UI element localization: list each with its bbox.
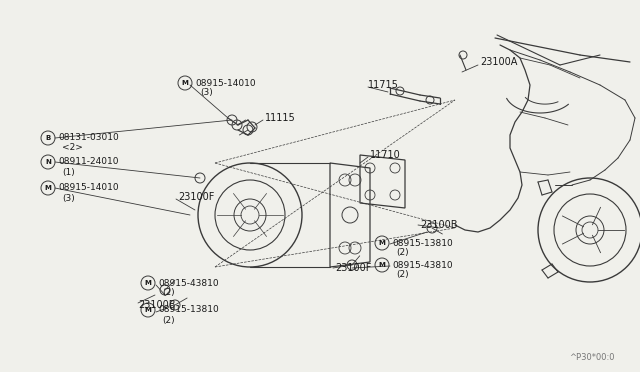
- Text: 23100A: 23100A: [480, 57, 517, 67]
- Text: M: M: [145, 280, 152, 286]
- Text: 23100F: 23100F: [178, 192, 214, 202]
- Text: 08915-13810: 08915-13810: [158, 305, 219, 314]
- Text: (3): (3): [62, 193, 75, 202]
- Text: 08915-14010: 08915-14010: [58, 183, 118, 192]
- Text: N: N: [45, 159, 51, 165]
- Text: ^P30*00:0: ^P30*00:0: [570, 353, 615, 362]
- Text: M: M: [379, 240, 385, 246]
- Text: M: M: [45, 185, 51, 191]
- Text: 23100F: 23100F: [335, 263, 371, 273]
- Text: M: M: [379, 262, 385, 268]
- Text: (2): (2): [162, 289, 175, 298]
- Text: 11710: 11710: [370, 150, 401, 160]
- Text: 08915-43810: 08915-43810: [392, 260, 452, 269]
- Text: B: B: [45, 135, 51, 141]
- Text: (2): (2): [396, 248, 408, 257]
- Text: <2>: <2>: [62, 144, 83, 153]
- Text: M: M: [145, 307, 152, 313]
- Text: M: M: [182, 80, 188, 86]
- Text: 11715: 11715: [368, 80, 399, 90]
- Text: (2): (2): [396, 270, 408, 279]
- Text: 08915-43810: 08915-43810: [158, 279, 219, 288]
- Text: 08915-14010: 08915-14010: [195, 78, 255, 87]
- Text: (3): (3): [200, 89, 212, 97]
- Text: 11115: 11115: [265, 113, 296, 123]
- Text: 23100B: 23100B: [420, 220, 458, 230]
- Text: 08131-03010: 08131-03010: [58, 134, 119, 142]
- Text: (2): (2): [162, 315, 175, 324]
- Text: (1): (1): [62, 167, 75, 176]
- Text: 08911-24010: 08911-24010: [58, 157, 118, 167]
- Text: 23100B: 23100B: [138, 300, 175, 310]
- Text: 08915-13810: 08915-13810: [392, 238, 452, 247]
